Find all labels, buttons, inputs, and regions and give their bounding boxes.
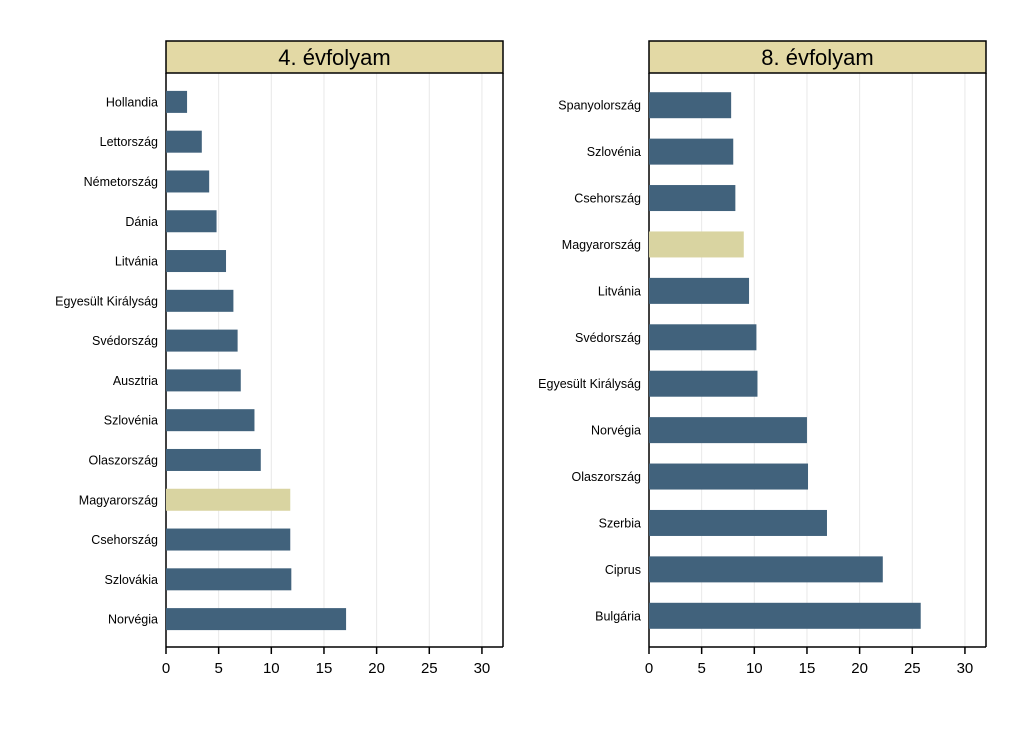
x-tick-label: 20 xyxy=(368,660,385,677)
bar-egyesült-királyság xyxy=(166,290,233,312)
x-tick-label: 15 xyxy=(316,660,333,677)
category-label: Spanyolország xyxy=(558,99,641,113)
bar-szerbia xyxy=(649,510,827,536)
panel-title: 4. évfolyam xyxy=(278,45,391,70)
category-label: Szlovénia xyxy=(587,145,641,159)
category-label: Svédország xyxy=(575,331,641,345)
bar-magyarország xyxy=(166,489,290,511)
bar-csehország xyxy=(649,185,735,211)
category-label: Csehország xyxy=(91,533,158,547)
category-label: Olaszország xyxy=(89,453,159,467)
x-tick-label: 25 xyxy=(421,660,438,677)
bar-litvánia xyxy=(649,278,749,304)
category-label: Ciprus xyxy=(605,563,641,577)
category-label: Litvánia xyxy=(115,255,158,269)
bar-csehország xyxy=(166,529,290,551)
category-label: Bulgária xyxy=(595,609,641,623)
bar-szlovénia xyxy=(166,409,254,431)
category-label: Szerbia xyxy=(599,516,641,530)
x-tick-label: 20 xyxy=(851,660,868,677)
bar-olaszország xyxy=(166,449,261,471)
panel-title: 8. évfolyam xyxy=(761,45,874,70)
chart-panel-2: 8. évfolyam Spanyolország Szlovénia Csehors… xyxy=(538,41,986,677)
bar-dánia xyxy=(166,210,217,232)
category-label: Hollandia xyxy=(106,95,158,109)
category-label: Norvégia xyxy=(591,424,641,438)
category-label: Szlovénia xyxy=(104,414,158,428)
category-label: Olaszország xyxy=(572,470,642,484)
bar-szlovákia xyxy=(166,568,291,590)
bar-spanyolország xyxy=(649,92,731,118)
bar-svédország xyxy=(649,324,756,350)
bar-magyarország xyxy=(649,231,744,257)
bar-svédország xyxy=(166,330,238,352)
bar-lettország xyxy=(166,131,202,153)
x-tick-label: 5 xyxy=(214,660,222,677)
x-tick-label: 0 xyxy=(645,660,653,677)
bar-hollandia xyxy=(166,91,187,113)
category-label: Magyarország xyxy=(562,238,641,252)
bar-szlovénia xyxy=(649,139,733,165)
bar-litvánia xyxy=(166,250,226,272)
category-label: Litvánia xyxy=(598,284,641,298)
x-tick-label: 15 xyxy=(799,660,816,677)
x-tick-label: 0 xyxy=(162,660,170,677)
bar-egyesült-királyság xyxy=(649,371,757,397)
category-label: Magyarország xyxy=(79,493,158,507)
bar-olaszország xyxy=(649,464,808,490)
x-tick-label: 10 xyxy=(746,660,763,677)
category-label: Németország xyxy=(84,175,158,189)
x-tick-label: 30 xyxy=(474,660,491,677)
x-tick-label: 25 xyxy=(904,660,921,677)
category-label: Egyesült Királyság xyxy=(538,377,641,391)
bar-ciprus xyxy=(649,556,883,582)
bar-norvégia xyxy=(649,417,807,443)
category-label: Ausztria xyxy=(113,374,158,388)
bar-bulgária xyxy=(649,603,921,629)
category-label: Svédország xyxy=(92,334,158,348)
category-label: Norvégia xyxy=(108,613,158,627)
category-label: Egyesült Királyság xyxy=(55,294,158,308)
x-tick-label: 10 xyxy=(263,660,280,677)
chart-panel-1: 4. évfolyam Hollandia Lettország Németorszá… xyxy=(55,41,503,677)
x-tick-label: 5 xyxy=(697,660,705,677)
bar-ausztria xyxy=(166,369,241,391)
category-label: Csehország xyxy=(574,192,641,206)
category-label: Dánia xyxy=(125,215,158,229)
category-label: Szlovákia xyxy=(105,573,159,587)
x-tick-label: 30 xyxy=(957,660,974,677)
bar-németország xyxy=(166,170,209,192)
category-label: Lettország xyxy=(100,135,158,149)
bar-norvégia xyxy=(166,608,346,630)
